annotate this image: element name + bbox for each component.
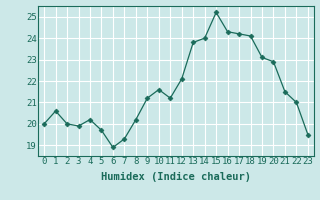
X-axis label: Humidex (Indice chaleur): Humidex (Indice chaleur) — [101, 172, 251, 182]
